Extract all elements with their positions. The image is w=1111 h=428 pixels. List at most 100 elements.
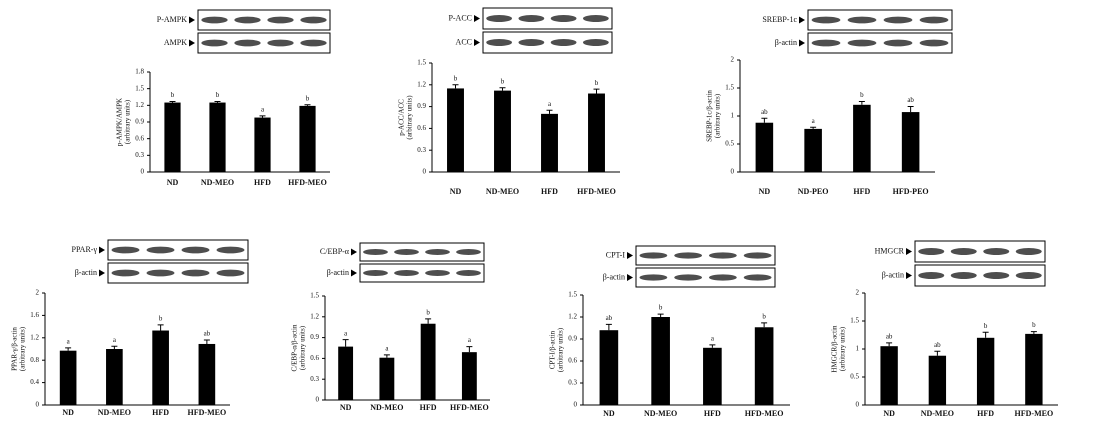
blot-band [950, 248, 977, 255]
y-axis-label: (arbitrary units) [406, 95, 414, 140]
error-bar [934, 350, 941, 356]
y-tick-label: 0 [731, 168, 735, 176]
blot-box [359, 242, 485, 262]
blot-band [1015, 248, 1042, 255]
blot-band [674, 274, 703, 281]
x-tick-label: HFD [704, 409, 721, 418]
error-bar [259, 115, 266, 118]
x-tick-label: HFD-MEO [745, 409, 784, 418]
blot-label: β-actin [603, 272, 625, 281]
blot-band [456, 249, 481, 255]
y-tick-label: 1.5 [417, 59, 426, 67]
significance-letter: b [860, 91, 864, 99]
significance-letter: b [171, 91, 175, 99]
x-tick-label: HFD-MEO [577, 187, 616, 196]
y-tick-label: 1.5 [850, 317, 859, 325]
blot-band [550, 39, 577, 46]
x-tick-label: HFD-MEO [450, 403, 489, 412]
error-bar [657, 313, 664, 317]
blot-box [807, 32, 953, 54]
blot-box [635, 245, 776, 266]
blot-label: AMPK [164, 38, 187, 47]
blot-band [983, 272, 1010, 279]
x-tick-label: ND [603, 409, 615, 418]
error-bar [383, 354, 390, 358]
blot-band [201, 16, 228, 24]
y-tick-label: 0.3 [310, 375, 319, 383]
blot-arrow [351, 248, 357, 256]
blot-band [639, 252, 668, 259]
blot-band [811, 39, 841, 47]
blot-band [919, 39, 949, 47]
blot-box [197, 9, 331, 31]
error-bar [169, 100, 176, 103]
blot-label: β-actin [775, 38, 797, 47]
bar [651, 317, 670, 405]
blot-band [486, 39, 513, 46]
bar [901, 112, 920, 172]
blot-band [425, 270, 450, 276]
y-tick-label: 1.2 [417, 80, 426, 88]
significance-letter: a [67, 337, 71, 345]
y-tick-label: 0.8 [30, 356, 39, 364]
bar [420, 323, 436, 400]
bar [379, 357, 395, 400]
error-bar [342, 339, 349, 347]
significance-letter: b [984, 322, 988, 330]
y-tick-label: 0 [856, 401, 860, 409]
y-tick-label: 1.5 [725, 84, 734, 92]
x-tick-label: ND [340, 403, 352, 412]
error-bar [65, 347, 72, 351]
error-bar [546, 109, 553, 114]
blot-box [107, 239, 249, 261]
bar [447, 88, 464, 172]
error-bar [709, 344, 716, 348]
blot-band [363, 270, 388, 276]
y-axis-label: (arbitrary units) [124, 99, 132, 144]
y-tick-label: 2 [731, 56, 735, 64]
error-bar [203, 339, 210, 344]
blot-band [582, 39, 609, 46]
blot-band [582, 15, 609, 22]
x-tick-label: ND [883, 409, 895, 418]
bar [880, 346, 898, 405]
blot-band [847, 16, 877, 24]
blot-arrow [799, 16, 805, 24]
blot-band [216, 246, 245, 254]
bar [976, 337, 995, 405]
blot-arrow [799, 39, 805, 47]
blot-band [201, 39, 228, 47]
blot-arrow [99, 269, 105, 277]
significance-letter: ab [204, 330, 211, 338]
y-axis-label: p-AMPK/AMPK [116, 98, 124, 146]
blot-band [708, 274, 737, 281]
significance-letter: b [454, 74, 458, 82]
blot-arrow [627, 274, 633, 281]
blot-band [234, 16, 261, 24]
significance-letter: a [548, 100, 552, 108]
bar [461, 352, 477, 400]
y-tick-label: 0.3 [135, 151, 144, 159]
bar [152, 330, 169, 405]
blot-box [482, 7, 613, 30]
blot-band [918, 248, 945, 255]
y-tick-label: 1.8 [135, 68, 144, 76]
blot-band [267, 16, 294, 24]
error-bar [157, 324, 164, 331]
y-axis-label: (arbitrary units) [299, 325, 307, 370]
y-axis-label: PPAR-γ/β-actin [11, 327, 19, 371]
x-tick-label: ND-MEO [201, 178, 234, 187]
bar [703, 347, 722, 405]
error-bar [982, 331, 989, 338]
y-axis-label: p-ACC/ACC [398, 99, 406, 136]
x-tick-label: HFD [977, 409, 994, 418]
blot-arrow [474, 15, 480, 22]
significance-letter: ab [606, 314, 613, 322]
blot-band [111, 269, 140, 277]
y-tick-label: 0 [36, 401, 40, 409]
significance-letter: b [216, 91, 220, 99]
y-tick-label: 1.5 [310, 292, 319, 300]
blot-band [216, 269, 245, 277]
blot-box [914, 240, 1046, 263]
blot-arrow [189, 39, 195, 47]
